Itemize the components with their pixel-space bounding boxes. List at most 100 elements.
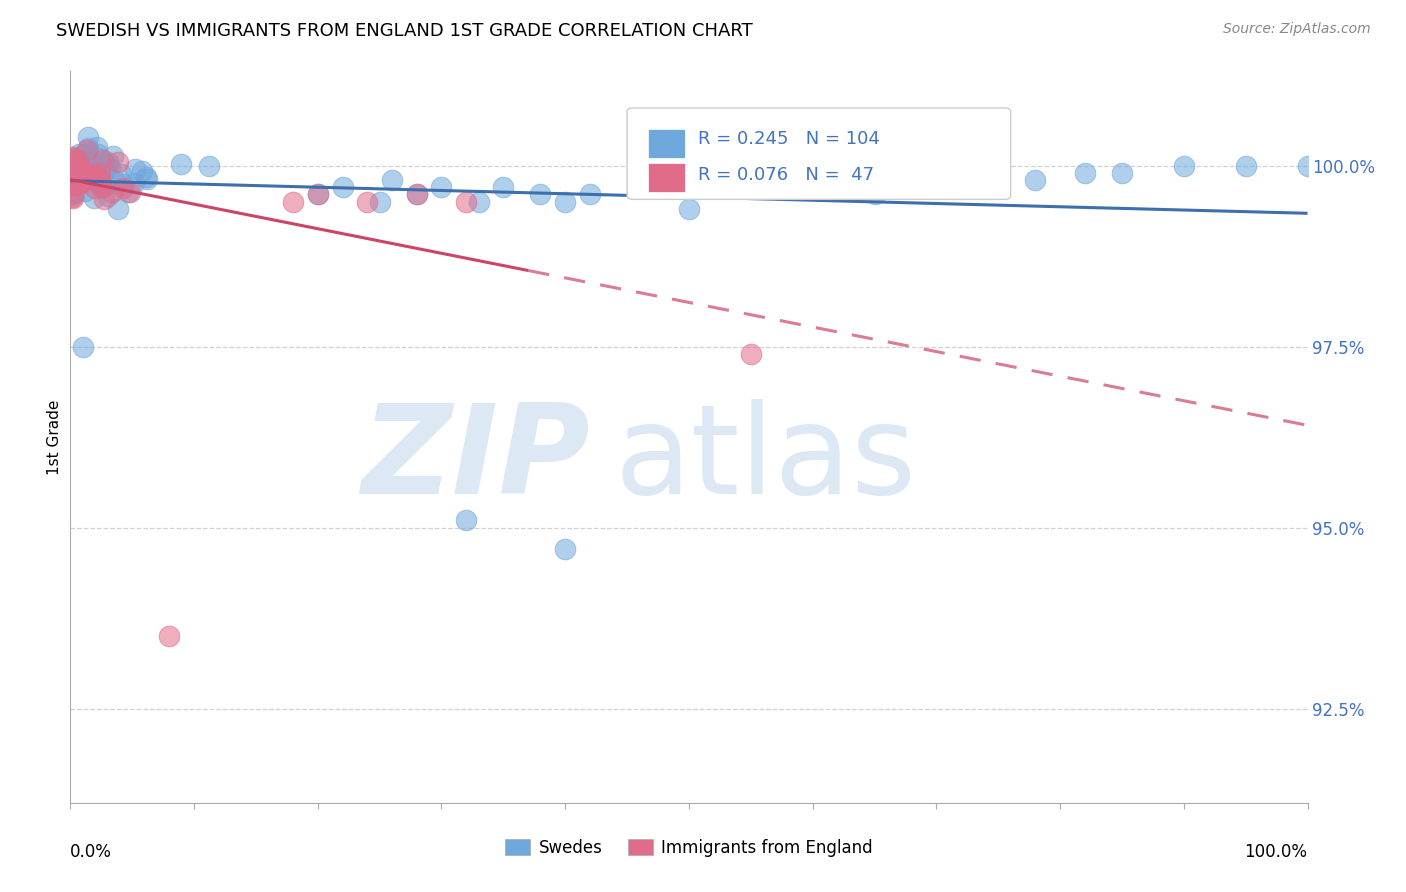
- Point: [197, 159, 219, 173]
- Point: [76, 147, 98, 161]
- Point: [77, 140, 100, 154]
- Point: [70, 173, 93, 187]
- Point: [93, 156, 115, 170]
- Point: [60, 189, 83, 203]
- Point: [83, 162, 105, 177]
- Point: [76, 169, 98, 184]
- Point: [87, 146, 110, 161]
- Point: [107, 202, 129, 217]
- Point: [1024, 173, 1046, 187]
- Text: 100.0%: 100.0%: [1244, 843, 1308, 861]
- Point: [70, 159, 93, 173]
- Point: [492, 180, 515, 194]
- Point: [79, 162, 101, 177]
- Point: [104, 174, 127, 188]
- Point: [60, 188, 83, 202]
- Point: [529, 187, 551, 202]
- Point: [60, 178, 83, 193]
- Point: [75, 171, 97, 186]
- Point: [83, 191, 105, 205]
- Point: [356, 194, 378, 209]
- Point: [89, 172, 111, 186]
- FancyBboxPatch shape: [627, 108, 1011, 200]
- Point: [110, 168, 132, 182]
- Point: [89, 178, 111, 193]
- Point: [131, 164, 153, 178]
- Point: [84, 170, 107, 185]
- Point: [66, 173, 89, 187]
- Point: [93, 192, 115, 206]
- Point: [69, 169, 91, 183]
- Point: [75, 167, 97, 181]
- Point: [118, 185, 141, 199]
- Point: [112, 177, 135, 191]
- Point: [67, 178, 90, 193]
- Point: [70, 149, 93, 163]
- Point: [87, 151, 110, 165]
- Point: [135, 170, 157, 185]
- Point: [59, 168, 82, 182]
- Point: [405, 187, 427, 202]
- Point: [59, 153, 82, 168]
- Point: [70, 157, 93, 171]
- Legend: Swedes, Immigrants from England: Swedes, Immigrants from England: [505, 838, 873, 856]
- Point: [430, 180, 453, 194]
- Point: [63, 157, 86, 171]
- Point: [63, 152, 86, 166]
- Point: [67, 161, 90, 175]
- Point: [86, 161, 108, 175]
- Point: [66, 177, 89, 191]
- Y-axis label: 1st Grade: 1st Grade: [46, 400, 62, 475]
- Point: [89, 166, 111, 180]
- Text: ZIP: ZIP: [361, 399, 591, 519]
- Point: [86, 140, 108, 154]
- Point: [76, 163, 98, 178]
- Text: atlas: atlas: [614, 399, 917, 519]
- Point: [76, 143, 98, 157]
- Point: [678, 202, 700, 216]
- Point: [368, 194, 391, 209]
- Point: [63, 178, 86, 192]
- Point: [66, 152, 89, 166]
- Point: [90, 164, 112, 178]
- Point: [332, 180, 354, 194]
- Point: [63, 160, 86, 174]
- Point: [63, 186, 86, 200]
- Point: [554, 542, 576, 557]
- Point: [66, 150, 89, 164]
- Point: [89, 172, 111, 186]
- Point: [80, 160, 103, 174]
- Point: [93, 159, 115, 173]
- Point: [381, 173, 404, 187]
- Point: [70, 175, 93, 189]
- Point: [925, 180, 948, 194]
- Point: [97, 155, 120, 169]
- Point: [103, 148, 125, 162]
- Point: [1173, 159, 1195, 173]
- Point: [89, 178, 111, 192]
- Point: [73, 184, 96, 198]
- Point: [170, 157, 193, 171]
- Point: [62, 169, 84, 183]
- Point: [60, 177, 83, 191]
- Point: [579, 187, 602, 202]
- Point: [67, 158, 90, 172]
- Point: [77, 168, 100, 182]
- Point: [60, 170, 83, 185]
- Point: [467, 194, 489, 209]
- Point: [157, 629, 180, 643]
- Point: [84, 180, 107, 194]
- Point: [91, 166, 114, 180]
- Point: [65, 177, 87, 191]
- Point: [60, 150, 83, 164]
- Point: [1074, 166, 1097, 180]
- Point: [89, 177, 111, 191]
- Point: [91, 180, 114, 194]
- Point: [456, 194, 478, 209]
- Point: [67, 161, 90, 175]
- Point: [73, 167, 96, 181]
- Point: [65, 170, 87, 185]
- Point: [90, 180, 112, 194]
- Point: [863, 187, 886, 202]
- Point: [67, 161, 90, 176]
